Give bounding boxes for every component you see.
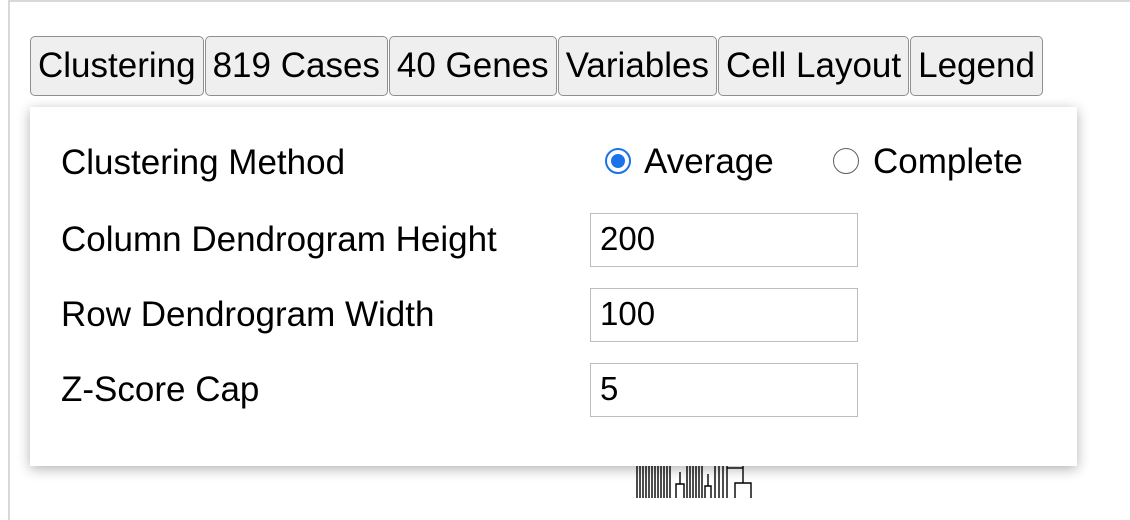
clustering-settings-panel: Clustering Method Average Complete Colum… [30, 107, 1077, 466]
row-dendrogram-width-label: Row Dendrogram Width [61, 295, 435, 334]
complete-radio-label[interactable]: Complete [873, 142, 1023, 181]
tab-variables[interactable]: Variables [557, 36, 718, 96]
tab-legend[interactable]: Legend [910, 36, 1043, 96]
column-dendrogram-height-input[interactable]: 200 [590, 213, 858, 267]
tab-clustering[interactable]: Clustering [30, 36, 204, 96]
zscore-cap-input[interactable]: 5 [590, 363, 858, 417]
average-radio-label[interactable]: Average [644, 142, 774, 181]
complete-radio[interactable] [833, 148, 859, 174]
column-dendrogram-height-label: Column Dendrogram Height [61, 220, 497, 259]
dendrogram-graphic [636, 466, 752, 498]
clustering-method-label: Clustering Method [61, 143, 346, 182]
row-dendrogram-width-input[interactable]: 100 [590, 288, 858, 342]
average-radio[interactable] [605, 148, 631, 174]
tab-bar: Clustering 819 Cases 40 Genes Variables Cell… [30, 36, 1044, 96]
tab-cell-layout[interactable]: Cell Layout [718, 36, 910, 96]
tab-genes[interactable]: 40 Genes [388, 36, 557, 96]
zscore-cap-label: Z-Score Cap [61, 370, 260, 409]
app-frame [8, 0, 1130, 520]
tab-cases[interactable]: 819 Cases [204, 36, 388, 96]
